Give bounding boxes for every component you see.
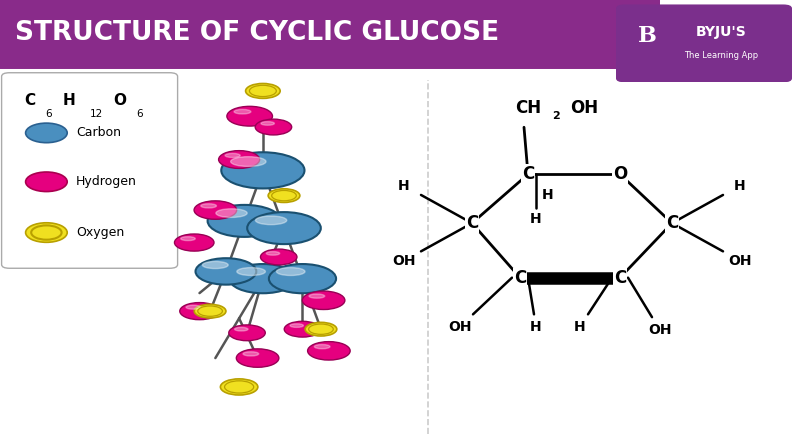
Ellipse shape	[208, 205, 282, 237]
Ellipse shape	[194, 304, 226, 318]
Ellipse shape	[314, 344, 330, 349]
Text: H: H	[398, 178, 410, 193]
Ellipse shape	[308, 342, 350, 360]
Text: Hydrogen: Hydrogen	[76, 175, 137, 188]
Ellipse shape	[236, 349, 279, 367]
Polygon shape	[610, 0, 660, 69]
Text: 12: 12	[90, 109, 103, 119]
Text: OH: OH	[728, 254, 752, 268]
Ellipse shape	[181, 237, 195, 241]
Ellipse shape	[237, 267, 266, 275]
Ellipse shape	[195, 258, 256, 285]
Text: H: H	[62, 93, 75, 109]
Text: C: C	[24, 93, 35, 109]
Ellipse shape	[186, 305, 201, 309]
Ellipse shape	[269, 264, 336, 293]
Text: H: H	[530, 212, 542, 227]
FancyBboxPatch shape	[2, 73, 178, 268]
Ellipse shape	[229, 325, 266, 341]
Text: C: C	[666, 214, 678, 232]
Text: C: C	[614, 269, 626, 287]
Ellipse shape	[230, 157, 266, 166]
Ellipse shape	[255, 119, 292, 135]
Ellipse shape	[290, 324, 303, 328]
Ellipse shape	[194, 201, 237, 219]
Ellipse shape	[222, 152, 305, 188]
Ellipse shape	[225, 154, 240, 158]
Text: The Learning App: The Learning App	[685, 51, 758, 60]
Ellipse shape	[277, 267, 305, 275]
Circle shape	[26, 172, 67, 191]
Text: STRUCTURE OF CYCLIC GLUCOSE: STRUCTURE OF CYCLIC GLUCOSE	[15, 20, 499, 46]
Text: C: C	[466, 214, 478, 232]
Ellipse shape	[201, 204, 217, 208]
Ellipse shape	[230, 264, 297, 293]
Ellipse shape	[255, 216, 286, 225]
Circle shape	[26, 123, 67, 143]
Text: OH: OH	[570, 100, 598, 117]
Text: O: O	[613, 165, 627, 183]
Text: OH: OH	[648, 324, 672, 337]
Text: H: H	[574, 320, 586, 334]
Text: C: C	[514, 269, 526, 287]
Ellipse shape	[243, 352, 258, 356]
Text: C: C	[522, 165, 534, 183]
Text: H: H	[530, 320, 542, 334]
Text: CH: CH	[515, 100, 541, 117]
Ellipse shape	[247, 212, 321, 244]
Text: 6: 6	[136, 109, 142, 119]
Text: Oxygen: Oxygen	[76, 226, 124, 239]
Text: 2: 2	[552, 111, 560, 121]
Ellipse shape	[302, 291, 345, 310]
Text: BYJU'S: BYJU'S	[696, 25, 747, 39]
Ellipse shape	[216, 209, 247, 218]
Ellipse shape	[174, 234, 214, 251]
FancyBboxPatch shape	[616, 4, 792, 82]
Ellipse shape	[202, 261, 228, 269]
Text: H: H	[734, 178, 746, 193]
Text: OH: OH	[392, 254, 416, 268]
Ellipse shape	[284, 321, 321, 337]
Ellipse shape	[261, 121, 274, 125]
Ellipse shape	[234, 328, 248, 331]
Text: 6: 6	[46, 109, 52, 119]
Text: Carbon: Carbon	[76, 126, 121, 139]
Ellipse shape	[234, 109, 251, 114]
Ellipse shape	[309, 294, 325, 298]
Text: O: O	[114, 93, 126, 109]
Ellipse shape	[261, 249, 297, 265]
Ellipse shape	[220, 379, 258, 395]
Ellipse shape	[268, 189, 300, 202]
Ellipse shape	[180, 303, 219, 320]
Text: OH: OH	[448, 320, 472, 334]
Polygon shape	[0, 0, 650, 69]
Ellipse shape	[218, 151, 260, 168]
Text: H: H	[542, 188, 554, 202]
Ellipse shape	[246, 84, 280, 98]
Ellipse shape	[266, 251, 280, 255]
Text: B: B	[638, 24, 657, 47]
Ellipse shape	[227, 106, 273, 126]
Ellipse shape	[305, 322, 337, 336]
Circle shape	[26, 223, 67, 243]
